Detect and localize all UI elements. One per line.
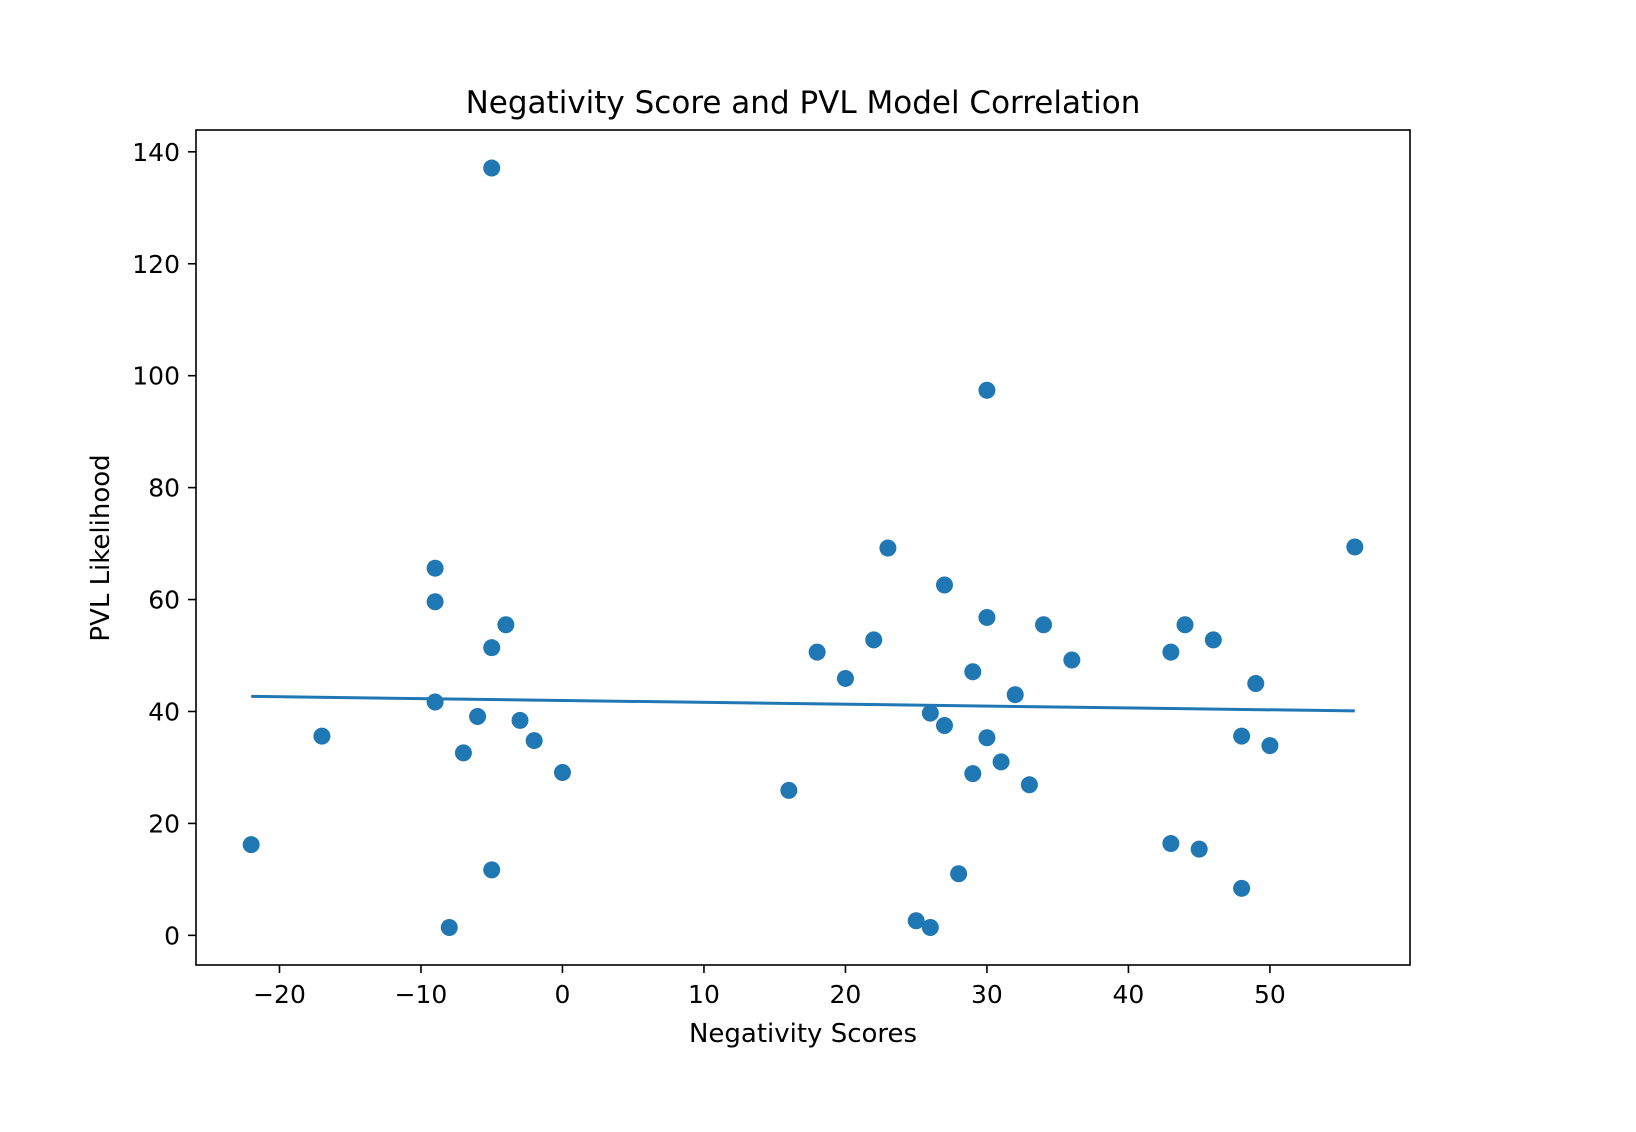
scatter-point bbox=[921, 704, 939, 722]
y-tick-label: 0 bbox=[164, 921, 180, 950]
scatter-point bbox=[978, 381, 996, 399]
scatter-point bbox=[483, 639, 501, 657]
y-tick-label: 140 bbox=[132, 138, 180, 167]
y-tick-label: 100 bbox=[132, 362, 180, 391]
scatter-point bbox=[553, 763, 571, 781]
scatter-point bbox=[964, 765, 982, 783]
scatter-point bbox=[1162, 835, 1180, 853]
scatter-point bbox=[525, 732, 543, 750]
scatter-point bbox=[935, 716, 953, 734]
scatter-point bbox=[511, 711, 529, 729]
scatter-point bbox=[935, 576, 953, 594]
plot-frame bbox=[195, 129, 1411, 966]
scatter-point bbox=[1176, 616, 1194, 634]
x-tick-label: −20 bbox=[253, 980, 306, 1009]
scatter-point bbox=[497, 616, 515, 634]
scatter-point bbox=[907, 912, 925, 930]
scatter-point bbox=[978, 608, 996, 626]
chart-title: Negativity Score and PVL Model Correlati… bbox=[466, 85, 1141, 121]
scatter-point bbox=[483, 159, 501, 177]
scatter-point bbox=[1233, 727, 1251, 745]
x-tick-label: 0 bbox=[555, 980, 571, 1009]
x-tick-label: −10 bbox=[395, 980, 448, 1009]
x-axis-ticks: −20 −10 0 10 20 30 40 50 bbox=[253, 965, 1286, 1009]
scatter-point bbox=[454, 744, 472, 762]
scatter-point bbox=[1261, 737, 1279, 755]
scatter-point bbox=[1035, 616, 1053, 634]
scatter-point bbox=[242, 836, 260, 854]
scatter-point bbox=[1247, 674, 1265, 692]
scatter-point bbox=[1006, 686, 1024, 704]
scatter-point bbox=[865, 631, 883, 649]
scatter-point bbox=[426, 693, 444, 711]
y-tick-label: 40 bbox=[148, 697, 180, 726]
scatter-point bbox=[978, 729, 996, 747]
scatter-point bbox=[426, 593, 444, 611]
scatter-point bbox=[1204, 631, 1222, 649]
scatter-point bbox=[1190, 840, 1208, 858]
scatter-point bbox=[313, 727, 331, 745]
x-axis-label: Negativity Scores bbox=[689, 1019, 917, 1049]
y-axis-label: PVL Likelihood bbox=[86, 454, 116, 641]
x-tick-label: 50 bbox=[1254, 980, 1286, 1009]
y-tick-label: 20 bbox=[148, 809, 180, 838]
scatter-point bbox=[1020, 776, 1038, 794]
x-tick-label: 10 bbox=[688, 980, 720, 1009]
x-tick-label: 30 bbox=[971, 980, 1003, 1009]
scatter-point bbox=[440, 919, 458, 937]
x-tick-label: 20 bbox=[830, 980, 862, 1009]
scatter-point bbox=[1162, 643, 1180, 661]
scatter-point bbox=[426, 559, 444, 577]
x-tick-label: 40 bbox=[1113, 980, 1145, 1009]
scatter-point bbox=[1346, 538, 1364, 556]
y-axis-ticks: 0 20 40 60 80 100 120 140 bbox=[132, 138, 196, 950]
scatter-point bbox=[780, 781, 798, 799]
scatter-point bbox=[808, 643, 826, 661]
y-tick-label: 120 bbox=[132, 250, 180, 279]
y-tick-label: 60 bbox=[148, 586, 180, 615]
scatter-point bbox=[1233, 879, 1251, 897]
y-tick-label: 80 bbox=[148, 474, 180, 503]
scatter-point bbox=[483, 861, 501, 879]
scatter-point bbox=[836, 669, 854, 687]
scatter-point bbox=[921, 919, 939, 937]
scatter-point bbox=[964, 663, 982, 681]
scatter-point bbox=[1063, 651, 1081, 669]
scatter-point bbox=[469, 708, 487, 726]
scatter-point bbox=[879, 539, 897, 557]
points-layer bbox=[242, 159, 1364, 937]
scatter-point bbox=[992, 753, 1010, 771]
scatter-point bbox=[950, 865, 968, 883]
